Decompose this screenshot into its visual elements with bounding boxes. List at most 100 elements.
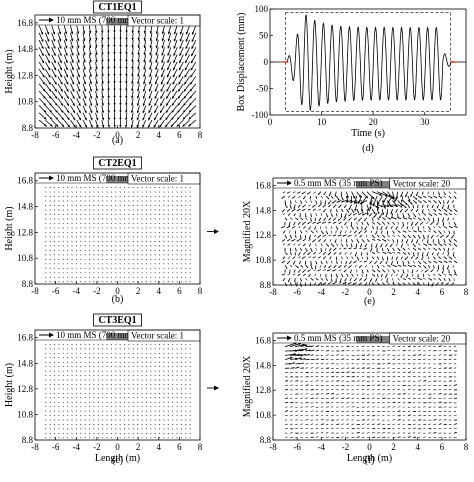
vector-arrow bbox=[110, 227, 113, 229]
vector-arrowhead bbox=[84, 124, 87, 128]
vector-arrow bbox=[443, 195, 447, 198]
vector-arrowhead bbox=[420, 354, 422, 356]
vector-arrowhead bbox=[450, 257, 453, 260]
vector-arrow bbox=[172, 379, 174, 381]
vector-arrow bbox=[418, 371, 421, 373]
vector-arrow bbox=[106, 432, 108, 434]
vector-arrow bbox=[154, 366, 156, 368]
vector-arrowhead bbox=[119, 81, 122, 84]
vector-arrow bbox=[45, 272, 47, 274]
vector-arrow bbox=[128, 276, 130, 278]
vector-arrowhead bbox=[384, 252, 387, 254]
vector-arrow bbox=[145, 423, 148, 426]
vector-arrow bbox=[150, 379, 152, 381]
vector-arrow bbox=[172, 204, 174, 207]
vector-arrow bbox=[407, 428, 411, 430]
vector-arrow bbox=[71, 204, 73, 207]
vector-arrowhead bbox=[353, 261, 355, 264]
vector-arrowhead bbox=[348, 371, 350, 373]
vector-arrowhead bbox=[283, 232, 285, 234]
vector-arrowhead bbox=[387, 200, 390, 204]
vector-arrowhead bbox=[450, 274, 453, 276]
vector-arrowhead bbox=[350, 271, 352, 274]
vector-arrowhead bbox=[364, 231, 366, 233]
vector-arrow bbox=[115, 361, 117, 363]
vector-arrowhead bbox=[137, 59, 140, 63]
vector-arrowhead bbox=[343, 218, 345, 221]
vector-arrowhead bbox=[399, 231, 401, 233]
vector-arrow bbox=[407, 410, 411, 412]
vector-arrow bbox=[49, 343, 51, 346]
vector-arrow bbox=[172, 374, 174, 377]
vector-arrowhead bbox=[409, 402, 411, 404]
vector-arrow bbox=[189, 343, 191, 346]
vector-arrow bbox=[448, 397, 452, 399]
vector-arrow bbox=[119, 263, 121, 265]
vector-arrow bbox=[453, 354, 457, 356]
vector-arrow bbox=[428, 247, 431, 250]
vector-arrowhead bbox=[304, 263, 307, 265]
vector-arrow bbox=[80, 213, 82, 216]
vector-arrowhead bbox=[401, 241, 403, 243]
vector-arrowhead bbox=[376, 207, 380, 210]
vector-arrow bbox=[158, 222, 161, 225]
vector-arrowhead bbox=[107, 52, 110, 55]
vector-arrow bbox=[75, 374, 78, 377]
vector-arrow bbox=[119, 397, 121, 399]
vector-arrow bbox=[115, 343, 117, 346]
vector-arrow bbox=[392, 282, 395, 285]
vector-arrowhead bbox=[312, 205, 314, 208]
vector-arrowhead bbox=[413, 254, 415, 257]
vector-arrowhead bbox=[331, 215, 333, 217]
vector-arrowhead bbox=[445, 227, 448, 229]
vector-arrow bbox=[102, 204, 104, 207]
vector-arrowhead bbox=[101, 66, 104, 70]
vector-arrowhead bbox=[173, 53, 176, 56]
vector-arrow bbox=[84, 231, 86, 234]
vector-arrow bbox=[185, 195, 187, 198]
vector-arrow bbox=[150, 209, 152, 211]
vector-arrowhead bbox=[298, 223, 300, 225]
vector-arrowhead bbox=[339, 280, 342, 283]
vector-arrowhead bbox=[384, 428, 386, 430]
vector-arrow bbox=[176, 348, 178, 350]
vector-arrow bbox=[180, 419, 183, 421]
panel-title: CT1EQ1 bbox=[98, 2, 136, 13]
vector-arrowhead bbox=[303, 244, 305, 247]
x-tick-label: -2 bbox=[342, 442, 350, 452]
vector-arrowhead bbox=[161, 45, 164, 49]
vector-arrowhead bbox=[65, 53, 68, 56]
vector-arrow bbox=[428, 273, 430, 277]
vector-arrow bbox=[88, 200, 91, 202]
vector-arrow bbox=[154, 227, 156, 229]
vector-arrow bbox=[62, 245, 64, 247]
vector-arrow bbox=[119, 204, 121, 207]
vector-arrow bbox=[172, 414, 174, 417]
vector-arrow bbox=[354, 234, 357, 237]
vector-arrowhead bbox=[137, 38, 141, 41]
vector-arrowhead bbox=[348, 282, 350, 284]
vector-arrow bbox=[106, 437, 108, 439]
vector-arrowhead bbox=[369, 376, 370, 378]
vector-arrowhead bbox=[311, 250, 313, 252]
vector-arrow bbox=[88, 195, 91, 198]
vector-arrowhead bbox=[119, 44, 122, 48]
vector-arrow bbox=[123, 276, 126, 278]
vector-arrow bbox=[115, 245, 117, 247]
vector-arrow bbox=[397, 362, 401, 365]
vector-arrowhead bbox=[155, 53, 158, 56]
vector-arrow bbox=[58, 414, 60, 417]
vector-arrowhead bbox=[42, 88, 46, 92]
vector-arrow bbox=[145, 388, 148, 390]
vector-arrowhead bbox=[310, 220, 312, 222]
vector-arrow bbox=[49, 249, 51, 251]
vector-arrow bbox=[310, 371, 314, 373]
vector-arrowhead bbox=[70, 31, 74, 34]
vector-arrow bbox=[423, 358, 426, 360]
vector-arrow bbox=[141, 200, 143, 202]
vector-arrow bbox=[137, 267, 139, 269]
vector-arrow bbox=[287, 195, 291, 198]
vector-arrowhead bbox=[389, 362, 391, 364]
vector-arrowhead bbox=[439, 257, 441, 259]
vector-arrow bbox=[397, 375, 401, 378]
